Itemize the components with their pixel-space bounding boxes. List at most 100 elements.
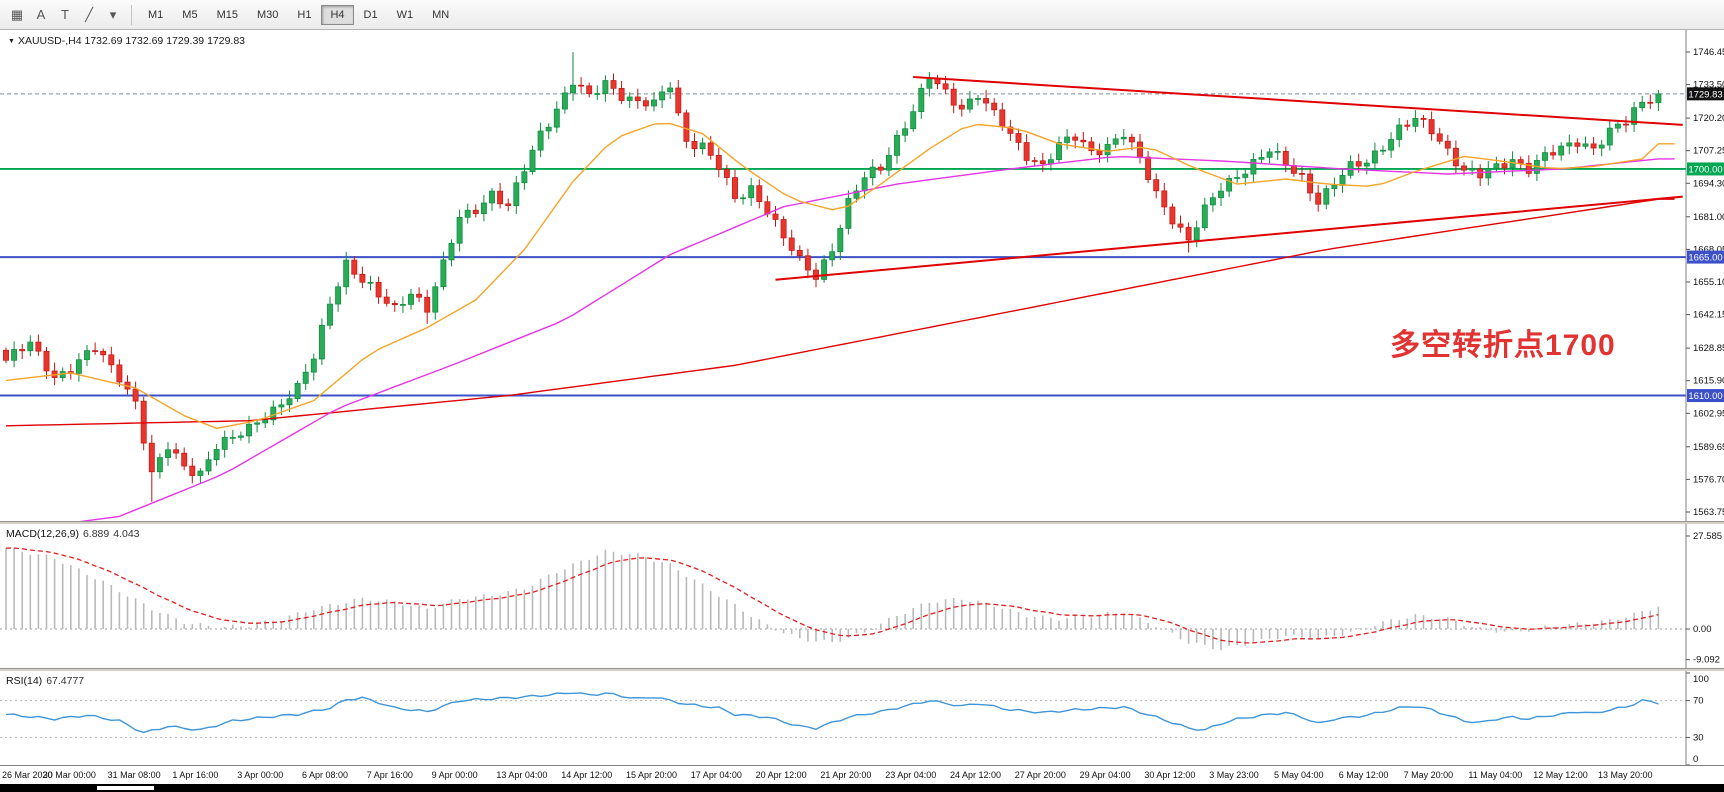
macd-histogram — [5, 547, 1660, 651]
time-label: 6 May 12:00 — [1338, 770, 1389, 780]
time-label: 31 Mar 08:00 — [107, 770, 161, 780]
price-axis-label: 1746.45 — [1693, 47, 1724, 58]
toolbar-icon-group: ▦ A T ╱ ▾ — [6, 4, 124, 26]
macd-axis-label: 0.00 — [1693, 624, 1712, 635]
rsi-axis-label: 30 — [1693, 732, 1704, 743]
price-axis-label: 1628.85 — [1693, 343, 1724, 354]
macd-canvas[interactable]: 27.585 0.00 -9.092 — [0, 524, 1724, 668]
trendline-tool-icon[interactable]: ╱ — [85, 6, 93, 22]
panel-splitter[interactable] — [0, 668, 1724, 671]
rsi-panel[interactable]: 100 70 30 0 RSI(14) 67.4777 — [0, 671, 1724, 765]
candlesticks — [3, 52, 1662, 502]
macd-label: MACD(12,26,9) 6.889 4.043 — [6, 528, 140, 540]
rsi-line — [5, 692, 1659, 734]
timeframe-button-m30[interactable]: M30 — [248, 5, 287, 25]
timeframe-button-h4[interactable]: H4 — [321, 4, 354, 25]
time-label: 3 May 23:00 — [1209, 770, 1259, 780]
rsi-canvas[interactable]: 100 70 30 0 — [0, 671, 1724, 765]
price-axis-label: 1668.05 — [1693, 244, 1724, 255]
annotation-text[interactable]: 多空转折点1700 — [1390, 329, 1616, 362]
ma-slow-red — [5, 198, 1675, 427]
time-label: 13 Apr 04:00 — [496, 770, 548, 780]
timeframe-button-d1[interactable]: D1 — [355, 5, 387, 25]
time-label: 6 Apr 08:00 — [302, 770, 349, 780]
time-label: 1 Apr 16:00 — [172, 770, 219, 780]
panel-splitter[interactable] — [0, 521, 1724, 524]
current-price-tag — [1687, 87, 1724, 101]
time-label: 20 Apr 12:00 — [755, 770, 807, 780]
timeframe-button-w1[interactable]: W1 — [388, 5, 423, 25]
price-axis-label: 1642.15 — [1693, 310, 1724, 321]
timeframe-button-m15[interactable]: M15 — [208, 5, 247, 25]
hline-price-tag — [1687, 162, 1724, 176]
candlestick-chart-canvas[interactable]: 1746.45 1733.50 1720.20 1707.25 1694.30 1681.… — [0, 30, 1724, 521]
price-axis-label: 1563.75 — [1693, 507, 1724, 518]
price-axis-label: 1615.90 — [1693, 376, 1724, 387]
time-label: 7 Apr 16:00 — [366, 770, 413, 780]
time-label: 12 May 12:00 — [1533, 770, 1588, 780]
timeframe-button-h1[interactable]: H1 — [288, 5, 320, 25]
price-axis-label: 1589.65 — [1693, 442, 1724, 453]
time-label: 29 Apr 04:00 — [1079, 770, 1131, 780]
toolbar: ▦ A T ╱ ▾ M1 M5 M15 M30 H1 H4 D1 W1 MN — [0, 0, 1724, 30]
macd-main-value: 6.889 — [82, 528, 110, 540]
hline-price-tag — [1687, 389, 1724, 403]
text-tool-icon[interactable]: T — [61, 7, 69, 22]
macd-panel[interactable]: 27.585 0.00 -9.092 MACD(12,26,9) 6.889 4.043 — [0, 524, 1724, 668]
macd-axis-label: -9.092 — [1693, 655, 1720, 666]
trendline-1[interactable] — [913, 76, 1683, 126]
price-axis-label: 1720.20 — [1693, 113, 1724, 124]
time-label: 27 Apr 20:00 — [1014, 770, 1066, 780]
taskbar-button[interactable] — [97, 786, 154, 790]
hline-price-tag-text: 1665.00 — [1688, 253, 1722, 264]
ma-mid-magenta — [79, 156, 1675, 521]
symbol-ohlc-readout: ▼ XAUUSD-,H4 1732.69 1732.69 1729.39 1729… — [8, 35, 245, 47]
price-axis-label: 1576.70 — [1693, 474, 1724, 485]
price-axis-label: 1733.50 — [1693, 80, 1724, 91]
hline-price-tag — [1687, 250, 1724, 264]
time-label: 17 Apr 04:00 — [690, 770, 742, 780]
price-chart-panel[interactable]: 1746.45 1733.50 1720.20 1707.25 1694.30 1681.… — [0, 30, 1724, 521]
time-label: 30 Mar 00:00 — [42, 770, 96, 780]
rsi-axis-label: 70 — [1693, 696, 1704, 707]
trendline-2[interactable] — [775, 195, 1683, 281]
rsi-axis-label: 0 — [1693, 754, 1698, 765]
time-label: 13 May 20:00 — [1598, 770, 1653, 780]
timeframe-toolbar: M1 M5 M15 M30 H1 H4 D1 W1 MN — [139, 4, 458, 25]
taskbar-strip[interactable] — [0, 784, 1724, 792]
rsi-label: RSI(14) 67.4777 — [6, 675, 84, 687]
time-label: 24 Apr 12:00 — [950, 770, 1002, 780]
price-axis-label: 1681.00 — [1693, 212, 1724, 223]
time-label: 9 Apr 00:00 — [431, 770, 478, 780]
ma-fast-orange — [5, 122, 1675, 429]
time-axis: 26 Mar 2020 30 Mar 00:00 31 Mar 08:00 1 Apr… — [0, 765, 1724, 784]
time-label: 7 May 20:00 — [1403, 770, 1454, 780]
macd-signal-line — [5, 547, 1659, 644]
macd-axis-label: 27.585 — [1693, 531, 1722, 542]
rsi-value: 67.4777 — [46, 675, 85, 687]
timeframe-button-m1[interactable]: M1 — [139, 5, 172, 25]
macd-title: MACD(12,26,9) — [6, 528, 79, 540]
dropdown-chevron-icon[interactable]: ▾ — [109, 6, 117, 22]
timeframe-button-mn[interactable]: MN — [423, 5, 458, 25]
time-label: 11 May 04:00 — [1468, 770, 1523, 780]
annotation-a-icon[interactable]: A — [36, 7, 46, 22]
time-label: 21 Apr 20:00 — [820, 770, 872, 780]
chart-shift-icon[interactable]: ▦ — [10, 6, 24, 22]
time-label: 3 Apr 00:00 — [237, 770, 284, 780]
time-label: 15 Apr 20:00 — [626, 770, 678, 780]
hline-price-tag-text: 1700.00 — [1688, 164, 1722, 175]
price-axis-label: 1655.10 — [1693, 277, 1724, 288]
rsi-axis-label: 100 — [1693, 674, 1709, 685]
time-label: 14 Apr 12:00 — [561, 770, 613, 780]
price-axis-label: 1707.25 — [1693, 146, 1724, 157]
rsi-title: RSI(14) — [6, 675, 43, 687]
collapse-triangle-icon[interactable]: ▼ — [8, 38, 15, 45]
time-label: 5 May 04:00 — [1274, 770, 1324, 780]
hline-price-tag-text: 1610.00 — [1688, 391, 1722, 402]
toolbar-separator — [131, 4, 132, 25]
time-label: 23 Apr 04:00 — [885, 770, 937, 780]
timeframe-button-m5[interactable]: M5 — [173, 5, 206, 25]
time-label: 30 Apr 12:00 — [1144, 770, 1196, 780]
